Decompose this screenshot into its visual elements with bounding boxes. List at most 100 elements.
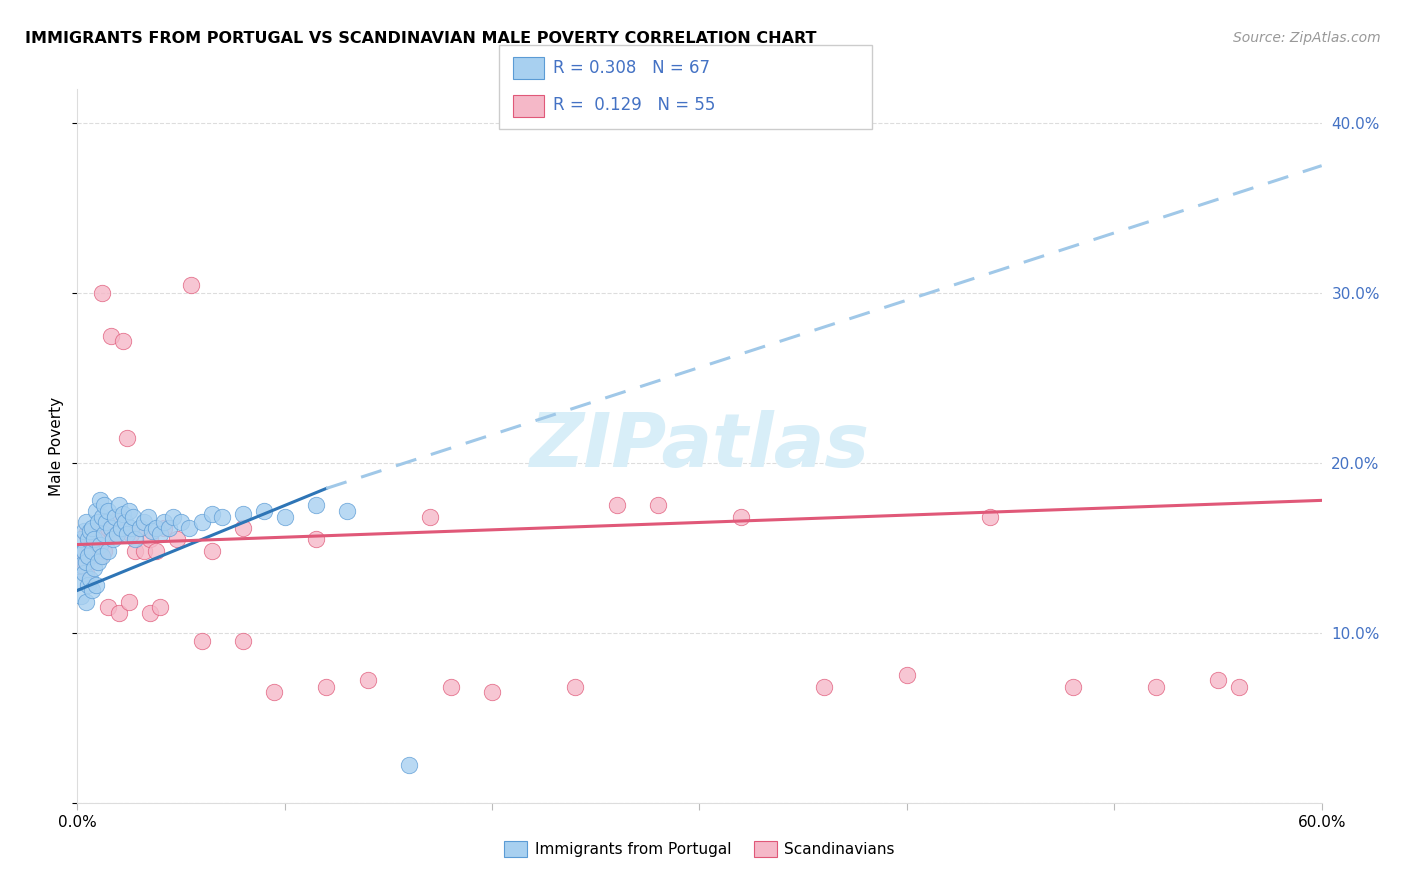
Point	[166, 533, 188, 547]
Point	[149, 527, 172, 541]
Point	[72, 566, 94, 581]
Point	[128, 520, 150, 534]
Point	[141, 524, 163, 538]
Point	[70, 558, 93, 572]
Point	[232, 634, 254, 648]
Point	[1144, 680, 1167, 694]
Point	[1206, 673, 1229, 688]
Point	[398, 758, 420, 772]
Point	[153, 520, 176, 534]
Point	[139, 533, 162, 547]
Point	[122, 510, 145, 524]
Point	[179, 520, 201, 534]
Legend: Immigrants from Portugal, Scandinavians: Immigrants from Portugal, Scandinavians	[498, 835, 901, 863]
Point	[100, 328, 122, 343]
Point	[606, 499, 628, 513]
Point	[72, 524, 94, 538]
Point	[979, 510, 1001, 524]
Point	[75, 566, 97, 581]
Point	[108, 606, 131, 620]
Point	[97, 503, 120, 517]
Point	[84, 527, 107, 541]
Point	[93, 544, 115, 558]
Point	[84, 503, 107, 517]
Point	[274, 510, 297, 524]
Point	[481, 685, 503, 699]
Point	[232, 507, 254, 521]
Point	[157, 520, 180, 534]
Point	[79, 572, 101, 586]
Point	[100, 520, 122, 534]
Point	[336, 503, 359, 517]
Point	[67, 544, 90, 558]
Point	[79, 524, 101, 538]
Point	[93, 527, 115, 541]
Point	[114, 516, 136, 530]
Point	[72, 555, 94, 569]
Point	[110, 520, 132, 534]
Point	[211, 510, 233, 524]
Point	[75, 555, 97, 569]
Point	[83, 561, 105, 575]
Point	[162, 510, 184, 524]
Point	[896, 668, 918, 682]
Point	[80, 583, 103, 598]
Point	[1227, 680, 1250, 694]
Point	[132, 544, 155, 558]
Y-axis label: Male Poverty: Male Poverty	[49, 396, 65, 496]
Point	[97, 544, 120, 558]
Point	[315, 680, 337, 694]
Point	[305, 533, 328, 547]
Point	[70, 533, 93, 547]
Point	[83, 544, 105, 558]
Point	[105, 527, 128, 541]
Point	[80, 520, 103, 534]
Point	[76, 533, 98, 547]
Point	[91, 286, 114, 301]
Text: R = 0.308   N = 67: R = 0.308 N = 67	[553, 59, 710, 77]
Text: Source: ZipAtlas.com: Source: ZipAtlas.com	[1233, 31, 1381, 45]
Point	[111, 507, 134, 521]
Point	[108, 499, 131, 513]
Point	[253, 503, 276, 517]
Point	[89, 493, 111, 508]
Text: R =  0.129   N = 55: R = 0.129 N = 55	[553, 96, 714, 114]
Point	[87, 555, 110, 569]
Point	[124, 533, 146, 547]
Point	[104, 527, 127, 541]
Point	[75, 595, 97, 609]
Point	[87, 516, 110, 530]
Point	[115, 527, 138, 541]
Point	[67, 574, 90, 589]
Point	[80, 544, 103, 558]
Point	[96, 516, 118, 530]
Point	[104, 510, 127, 524]
Point	[170, 516, 193, 530]
Point	[80, 533, 103, 547]
Point	[263, 685, 285, 699]
Point	[108, 510, 131, 524]
Point	[72, 544, 94, 558]
Point	[120, 520, 142, 534]
Point	[75, 516, 97, 530]
Point	[153, 516, 176, 530]
Point	[647, 499, 669, 513]
Point	[91, 510, 114, 524]
Point	[201, 544, 224, 558]
Point	[232, 520, 254, 534]
Point	[149, 600, 172, 615]
Point	[1062, 680, 1084, 694]
Point	[419, 510, 441, 524]
Point	[730, 510, 752, 524]
Point	[75, 527, 97, 541]
Point	[76, 549, 98, 564]
Point	[180, 277, 202, 292]
Point	[305, 499, 328, 513]
Point	[111, 334, 134, 348]
Point	[70, 544, 93, 558]
Point	[191, 634, 214, 648]
Point	[101, 533, 124, 547]
Text: IMMIGRANTS FROM PORTUGAL VS SCANDINAVIAN MALE POVERTY CORRELATION CHART: IMMIGRANTS FROM PORTUGAL VS SCANDINAVIAN…	[25, 31, 817, 46]
Point	[97, 520, 120, 534]
Point	[440, 680, 463, 694]
